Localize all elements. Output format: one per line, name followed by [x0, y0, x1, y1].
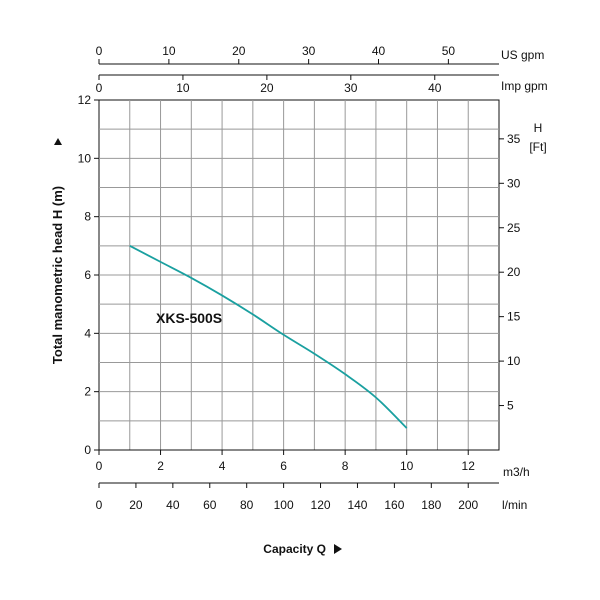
series-curve	[129, 245, 408, 429]
y2-tick-label: 5	[507, 399, 514, 413]
y-tick-label: 8	[84, 210, 91, 224]
grid	[99, 100, 499, 450]
lmin-tick-label: 100	[274, 498, 294, 512]
y2-unit-label: H	[534, 121, 543, 135]
x-axis-label: Capacity Q	[263, 542, 326, 556]
x-tick-label: 12	[462, 459, 476, 473]
impgpm-tick-label: 0	[96, 81, 103, 95]
x-tick-label: 0	[96, 459, 103, 473]
y2-tick-label: 35	[507, 132, 521, 146]
usgpm-tick-label: 40	[372, 44, 386, 58]
usgpm-tick-label: 10	[162, 44, 176, 58]
x-tick-label: 4	[219, 459, 226, 473]
impgpm-tick-label: 40	[428, 81, 442, 95]
lmin-tick-label: 20	[129, 498, 143, 512]
x-tick-label: 8	[342, 459, 349, 473]
impgpm-unit-label: Imp gpm	[501, 79, 548, 93]
usgpm-tick-label: 0	[96, 44, 103, 58]
y2-tick-label: 10	[507, 354, 521, 368]
x-axis-arrow-icon	[334, 544, 342, 554]
lmin-tick-label: 40	[166, 498, 180, 512]
lmin-tick-label: 160	[384, 498, 404, 512]
y-axis-label: Total manometric head H (m)	[50, 186, 65, 364]
usgpm-tick-label: 50	[442, 44, 456, 58]
y2-tick-label: 20	[507, 265, 521, 279]
series-line	[129, 245, 408, 429]
lmin-tick-label: 200	[458, 498, 478, 512]
lmin-unit-label: l/min	[502, 498, 527, 512]
y2-tick-label: 30	[507, 176, 521, 190]
x-tick-label: 2	[157, 459, 164, 473]
lmin-tick-label: 0	[96, 498, 103, 512]
usgpm-unit-label: US gpm	[501, 48, 544, 62]
impgpm-tick-label: 30	[344, 81, 358, 95]
impgpm-tick-label: 20	[260, 81, 274, 95]
y2-tick-label: 25	[507, 221, 521, 235]
y-tick-label: 2	[84, 385, 91, 399]
y-tick-label: 12	[78, 93, 92, 107]
lmin-tick-label: 80	[240, 498, 254, 512]
y-tick-label: 10	[78, 151, 92, 165]
y2-tick-label: 15	[507, 310, 521, 324]
x-tick-label: 10	[400, 459, 414, 473]
axes: 0 2 4 6 8 10 12 5 10 15 20 25 30 35 H [Ft] 0 2 4 6 8 10 12 m3/h…	[78, 44, 548, 512]
y-tick-label: 4	[84, 326, 91, 340]
lmin-tick-label: 180	[421, 498, 441, 512]
usgpm-tick-label: 30	[302, 44, 316, 58]
impgpm-tick-label: 10	[176, 81, 190, 95]
x-tick-label: 6	[280, 459, 287, 473]
x-unit-label: m3/h	[503, 465, 530, 479]
series-label: XKS-500S	[156, 310, 222, 326]
usgpm-tick-label: 20	[232, 44, 246, 58]
lmin-tick-label: 140	[347, 498, 367, 512]
y-tick-label: 6	[84, 268, 91, 282]
y2-unit-label: [Ft]	[529, 140, 546, 154]
lmin-tick-label: 120	[311, 498, 331, 512]
y-axis-label-group: Total manometric head H (m)	[50, 138, 65, 364]
y-tick-label: 0	[84, 443, 91, 457]
y-axis-arrow-icon	[54, 138, 62, 145]
lmin-tick-label: 60	[203, 498, 217, 512]
